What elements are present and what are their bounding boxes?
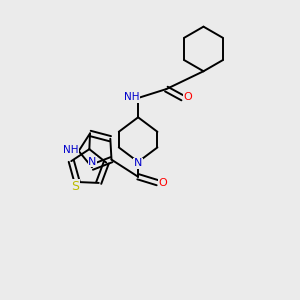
Text: S: S: [72, 180, 80, 193]
Text: O: O: [158, 178, 167, 188]
Text: NH: NH: [63, 145, 78, 155]
Text: N: N: [134, 158, 142, 168]
Text: O: O: [184, 92, 192, 102]
Text: N: N: [88, 157, 97, 167]
Text: NH: NH: [124, 92, 139, 102]
